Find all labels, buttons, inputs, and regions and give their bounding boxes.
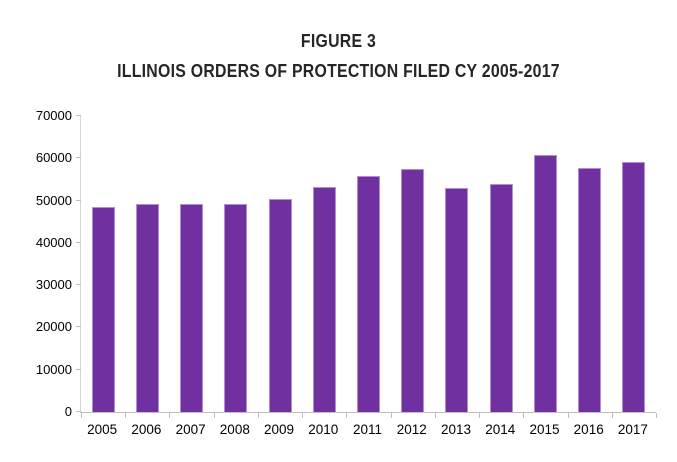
- bar-2005: [91, 207, 115, 412]
- x-axis-tick-label: 2013: [440, 422, 472, 437]
- x-axis-tick: [169, 413, 171, 418]
- bar-2016: [578, 168, 602, 412]
- bar-chart-plot-area: [76, 115, 657, 418]
- x-axis-tick: [125, 413, 127, 418]
- x-axis-tick-label: 2009: [264, 422, 295, 437]
- x-axis-tick-label: 2008: [219, 422, 250, 437]
- bar-2006: [135, 203, 159, 412]
- y-axis-tick-label: 20000: [35, 319, 72, 335]
- y-axis-tick: [76, 199, 81, 201]
- x-axis-tick: [434, 413, 436, 418]
- y-axis-tick-label: 10000: [35, 361, 72, 377]
- y-axis-tick: [76, 368, 81, 370]
- y-axis-tick-label: 70000: [35, 108, 72, 123]
- x-axis-tick-label: 2014: [485, 422, 516, 437]
- bar-2010: [312, 186, 336, 412]
- bar-2012: [401, 169, 425, 412]
- y-axis-tick-label: 60000: [35, 150, 72, 166]
- bar-2017: [622, 161, 646, 412]
- bar-2008: [224, 203, 248, 412]
- x-axis-tick: [567, 413, 569, 418]
- x-axis-tick: [390, 413, 392, 418]
- x-axis-tick-label: 2015: [529, 422, 560, 437]
- x-axis-tick-label: 2005: [87, 422, 118, 437]
- x-axis-tick-label: 2012: [396, 422, 427, 437]
- bar-2011: [357, 176, 380, 412]
- x-axis-tick-label: 2016: [573, 422, 604, 437]
- y-axis-tick-label: 30000: [35, 277, 72, 293]
- x-axis-labels: 2005 2006 2007 2008 2009 2010 2011 2012 2013 2014…: [80, 421, 655, 439]
- x-axis-tick: [523, 413, 525, 418]
- y-axis-tick-label: 40000: [35, 234, 72, 250]
- x-axis-tick: [346, 413, 348, 418]
- x-axis-tick: [81, 413, 82, 418]
- x-axis-tick: [257, 413, 259, 418]
- x-axis-tick: [656, 413, 657, 418]
- bar-2014: [489, 184, 513, 412]
- y-axis-tick-label: 50000: [35, 192, 72, 208]
- x-axis-tick-label: 2007: [175, 422, 206, 437]
- bar-2015: [533, 154, 557, 412]
- figure-label: FIGURE 3: [300, 31, 377, 51]
- x-axis-tick-label: 2017: [617, 422, 648, 437]
- y-axis-tick: [76, 411, 81, 412]
- x-axis-tick-label: 2006: [131, 422, 162, 437]
- y-axis-tick: [76, 326, 81, 328]
- bar-2009: [268, 198, 292, 412]
- x-axis-tick-label: 2011: [353, 422, 383, 437]
- y-axis-labels: 0 10000 20000 30000 40000 50000 60000 70000: [0, 108, 72, 419]
- y-axis-tick-label: 0: [64, 404, 72, 419]
- y-axis-tick: [76, 115, 81, 116]
- x-axis-tick: [213, 413, 215, 418]
- x-axis-tick: [611, 413, 613, 418]
- y-axis-tick: [76, 157, 81, 159]
- x-axis-tick: [479, 413, 481, 418]
- x-axis-tick: [302, 413, 304, 418]
- bar-2013: [445, 188, 469, 412]
- y-axis-tick: [76, 284, 81, 286]
- x-axis-tick-label: 2010: [308, 422, 339, 437]
- chart-title: ILLINOIS ORDERS OF PROTECTION FILED CY 2…: [117, 61, 560, 81]
- bar-2007: [180, 204, 204, 412]
- y-axis-tick: [76, 241, 81, 243]
